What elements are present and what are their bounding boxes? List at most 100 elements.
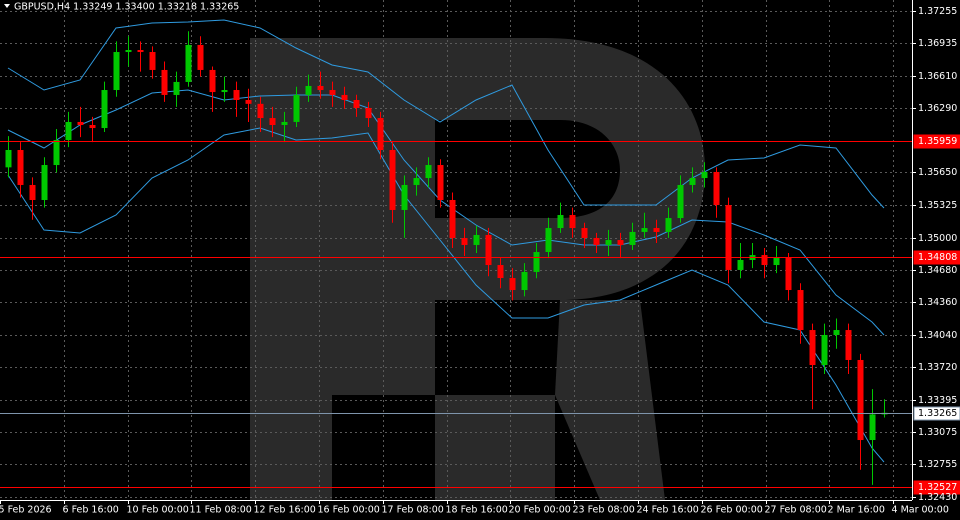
level-label-box bbox=[913, 406, 960, 421]
candle-body bbox=[113, 52, 120, 91]
y-tick-label: 1.36290 bbox=[918, 103, 957, 114]
x-tick-label: 27 Feb 08:00 bbox=[765, 505, 827, 516]
candle-body bbox=[761, 255, 768, 266]
candle-body bbox=[377, 118, 384, 150]
candle-body bbox=[785, 257, 792, 291]
candle-body bbox=[293, 94, 300, 122]
candle-body bbox=[617, 240, 624, 245]
y-tick-label: 1.32755 bbox=[918, 459, 957, 470]
candle-body bbox=[305, 85, 312, 95]
candle-body bbox=[725, 205, 732, 270]
symbol-icon bbox=[4, 4, 10, 8]
candle-body bbox=[125, 50, 132, 53]
candle-body bbox=[401, 184, 408, 210]
level-label-box bbox=[913, 250, 960, 265]
x-tick-label: 4 Mar 00:00 bbox=[892, 505, 949, 516]
candle-body bbox=[845, 330, 852, 360]
candle-body bbox=[185, 44, 192, 82]
x-tick-label: 18 Feb 16:00 bbox=[446, 505, 508, 516]
logo-stem bbox=[250, 38, 332, 500]
candle-body bbox=[209, 69, 216, 93]
level-label-box bbox=[913, 480, 960, 495]
candle-body bbox=[101, 90, 108, 129]
level-label-box bbox=[913, 134, 960, 149]
candles bbox=[5, 31, 888, 485]
candle-body bbox=[473, 234, 480, 245]
x-tick-label: 6 Feb 16:00 bbox=[63, 505, 119, 516]
grid bbox=[0, 0, 912, 500]
x-tick-label: 10 Feb 00:00 bbox=[127, 505, 189, 516]
candle-body bbox=[533, 252, 540, 272]
level-label: 1.33265 bbox=[918, 408, 957, 419]
candle-body bbox=[809, 330, 816, 366]
band-line bbox=[7, 127, 885, 463]
candle-body bbox=[413, 178, 420, 185]
candle-body bbox=[557, 215, 564, 229]
y-tick-label: 1.35325 bbox=[918, 200, 957, 211]
logo-bowl bbox=[332, 38, 705, 395]
candle-body bbox=[341, 94, 348, 100]
candle-body bbox=[233, 90, 240, 100]
candle-body bbox=[869, 414, 876, 441]
band-line bbox=[7, 19, 885, 209]
candle-body bbox=[449, 200, 456, 239]
candle-body bbox=[437, 165, 444, 200]
candle-body bbox=[245, 100, 252, 104]
y-tick-label: 1.34680 bbox=[918, 265, 957, 276]
candle-body bbox=[77, 121, 84, 125]
x-tick-label: 11 Feb 08:00 bbox=[190, 505, 252, 516]
candle-body bbox=[197, 44, 204, 70]
candle-body bbox=[653, 228, 660, 232]
candle-body bbox=[29, 184, 36, 200]
candle-body bbox=[53, 140, 60, 166]
level-label: 1.35959 bbox=[918, 136, 957, 147]
y-tick-label: 1.36935 bbox=[918, 38, 957, 49]
candle-body bbox=[221, 90, 228, 93]
level-label: 1.32527 bbox=[918, 482, 957, 493]
candle-body bbox=[497, 265, 504, 279]
candle-body bbox=[521, 271, 528, 291]
y-tick-label: 1.34360 bbox=[918, 297, 957, 308]
watermark-logo bbox=[250, 38, 705, 500]
y-tick-label: 1.33720 bbox=[918, 362, 957, 373]
chart-title: GBPUSD,H4 1.33249 1.33400 1.33218 1.3326… bbox=[14, 2, 239, 13]
candle-body bbox=[629, 231, 636, 245]
y-tick-label: 1.37255 bbox=[918, 6, 957, 17]
candle-body bbox=[641, 228, 648, 232]
candle-body bbox=[149, 52, 156, 70]
x-tick-label: 2 Mar 16:00 bbox=[828, 505, 885, 516]
candle-body bbox=[353, 100, 360, 108]
y-tick-label: 1.36610 bbox=[918, 71, 957, 82]
bands bbox=[7, 19, 885, 463]
candle-body bbox=[137, 50, 144, 53]
candle-body bbox=[689, 178, 696, 185]
candle-body bbox=[365, 107, 372, 119]
y-tick-label: 1.32430 bbox=[918, 492, 957, 503]
levels: 1.35959 1.34808 1.32527 1.33265 bbox=[0, 134, 960, 495]
candle-body bbox=[425, 165, 432, 179]
candle-body bbox=[821, 334, 828, 366]
band-line bbox=[7, 89, 885, 336]
candle-body bbox=[713, 171, 720, 206]
x-tick-label: 5 Feb 2026 bbox=[0, 505, 52, 516]
x-tick-label: 16 Feb 00:00 bbox=[318, 505, 380, 516]
x-tick-label: 24 Feb 16:00 bbox=[637, 505, 699, 516]
x-tick-label: 20 Feb 00:00 bbox=[509, 505, 571, 516]
candle-body bbox=[773, 257, 780, 266]
y-tick-label: 1.33395 bbox=[918, 395, 957, 406]
candle-body bbox=[329, 90, 336, 95]
candle-body bbox=[17, 150, 24, 185]
candle-body bbox=[317, 85, 324, 91]
candle-body bbox=[389, 150, 396, 210]
y-tick-label: 1.33075 bbox=[918, 427, 957, 438]
candle-body bbox=[257, 103, 264, 119]
candle-body bbox=[833, 330, 840, 335]
candle-body bbox=[545, 228, 552, 253]
candle-body bbox=[581, 228, 588, 239]
candle-body bbox=[461, 238, 468, 245]
candle-body bbox=[41, 165, 48, 200]
candle-body bbox=[701, 171, 708, 179]
candle-body bbox=[665, 218, 672, 232]
